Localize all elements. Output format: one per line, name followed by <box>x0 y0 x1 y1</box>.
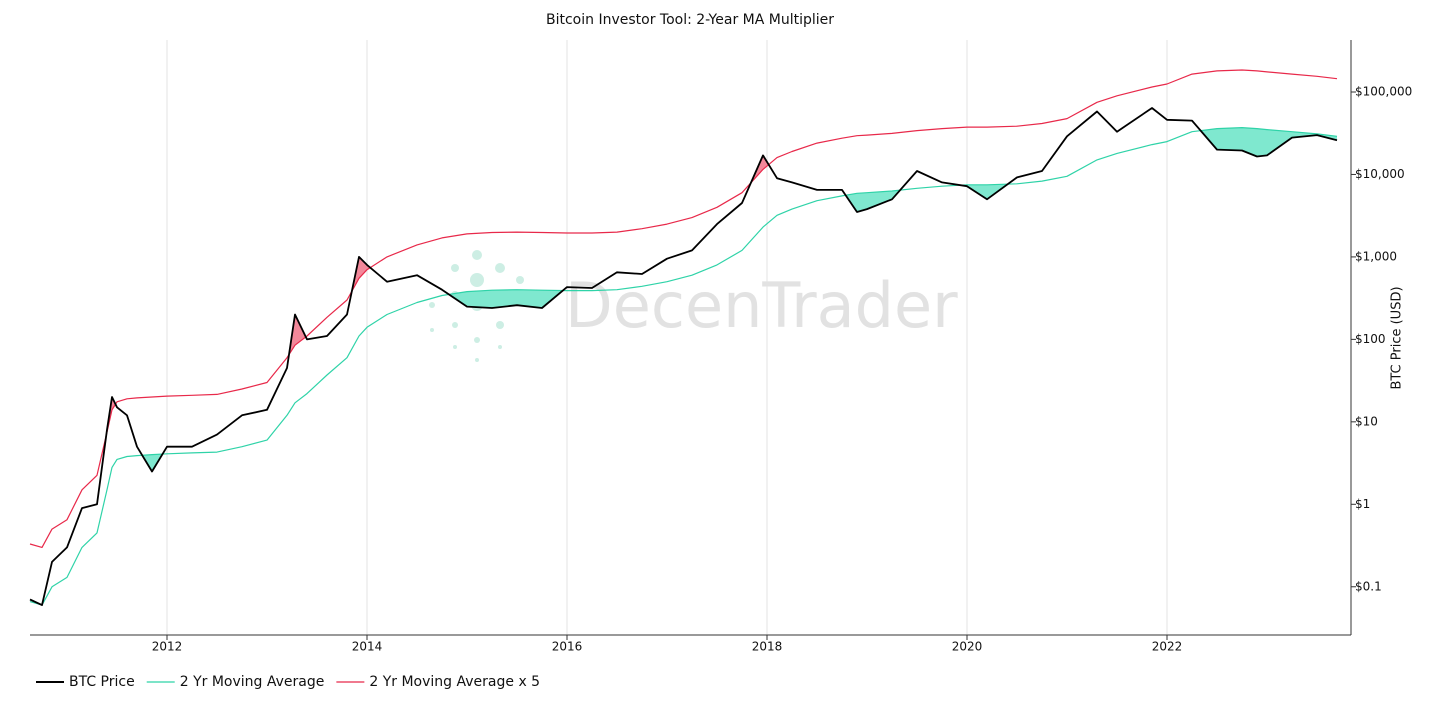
series-line <box>29 69 1338 548</box>
chart-title: Bitcoin Investor Tool: 2-Year MA Multipl… <box>546 12 834 28</box>
x-tick-label: 2016 <box>552 640 583 654</box>
x-tick-label: 2020 <box>952 640 983 654</box>
series-line <box>29 107 1338 606</box>
fill-above-top <box>30 108 1337 548</box>
x-tick-label: 2014 <box>352 640 383 654</box>
x-tick-label: 2022 <box>1152 640 1183 654</box>
legend-label: BTC Price <box>69 674 135 690</box>
y-tick-label: $1,000 <box>1355 249 1397 263</box>
y-tick-label: $1 <box>1355 497 1370 511</box>
series-line <box>29 127 1338 606</box>
y-tick-label: $100,000 <box>1355 84 1412 98</box>
legend-label: 2 Yr Moving Average <box>180 674 325 690</box>
y-tick-label: $100 <box>1355 332 1386 346</box>
watermark: DecenTrader <box>565 269 958 342</box>
legend-label: 2 Yr Moving Average x 5 <box>369 674 540 690</box>
y-tick-label: $10 <box>1355 414 1378 428</box>
y-tick-label: $0.1 <box>1355 579 1382 593</box>
y-tick-label: $10,000 <box>1355 167 1405 181</box>
x-tick-label: 2012 <box>152 640 183 654</box>
x-tick-label: 2018 <box>752 640 783 654</box>
y-axis-label: BTC Price (USD) <box>1390 286 1405 389</box>
